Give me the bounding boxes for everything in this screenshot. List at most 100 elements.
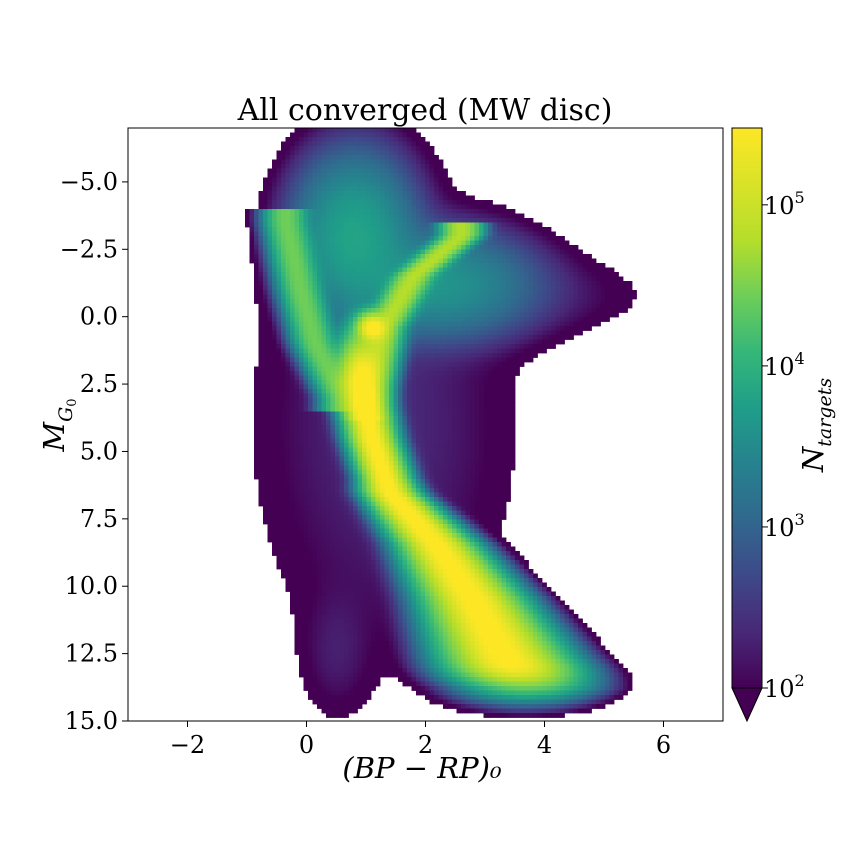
density-cell bbox=[456, 434, 462, 439]
density-cell bbox=[272, 168, 277, 174]
density-cell bbox=[362, 146, 367, 151]
density-cell bbox=[339, 384, 345, 390]
density-cell bbox=[483, 335, 489, 340]
density-cell bbox=[335, 177, 340, 183]
density-cell bbox=[375, 267, 381, 273]
density-cell bbox=[258, 353, 264, 358]
density-cell bbox=[447, 434, 453, 439]
density-cell bbox=[465, 209, 471, 214]
density-cell bbox=[375, 281, 381, 286]
density-cell bbox=[330, 411, 336, 417]
density-cell bbox=[258, 389, 264, 394]
density-cell bbox=[299, 465, 304, 471]
density-cell bbox=[555, 294, 561, 300]
density-cell bbox=[479, 492, 484, 498]
density-cell bbox=[438, 209, 444, 214]
density-cell bbox=[461, 380, 466, 385]
density-cell bbox=[465, 456, 471, 462]
density-cell bbox=[537, 308, 543, 313]
density-cell bbox=[335, 326, 340, 331]
density-cell bbox=[389, 177, 394, 183]
density-cell bbox=[542, 330, 547, 336]
density-cell bbox=[452, 474, 457, 480]
density-cell bbox=[420, 321, 426, 327]
density-cell bbox=[330, 182, 336, 187]
density-cell bbox=[294, 474, 300, 480]
density-cell bbox=[299, 308, 304, 313]
density-cell bbox=[312, 267, 318, 273]
density-cell bbox=[348, 240, 354, 246]
density-cell bbox=[299, 326, 304, 331]
density-cell bbox=[402, 339, 408, 345]
density-cell bbox=[452, 425, 457, 430]
density-cell bbox=[420, 353, 426, 358]
density-cell bbox=[429, 357, 435, 363]
density-cell bbox=[474, 389, 480, 394]
density-cell bbox=[402, 461, 408, 466]
density-cell bbox=[272, 254, 277, 259]
density-cell bbox=[456, 326, 462, 331]
density-cell bbox=[389, 209, 394, 214]
density-cell bbox=[321, 326, 327, 331]
density-cell bbox=[438, 443, 444, 448]
density-cell bbox=[506, 335, 511, 340]
density-cell bbox=[290, 380, 295, 385]
density-cell bbox=[330, 429, 336, 435]
density-cell bbox=[420, 375, 426, 381]
density-cell bbox=[393, 218, 399, 223]
density-cell bbox=[294, 155, 300, 160]
density-cell bbox=[380, 236, 385, 241]
density-cell bbox=[456, 411, 462, 417]
density-cell bbox=[465, 438, 471, 444]
density-cell bbox=[389, 411, 394, 417]
density-cell bbox=[443, 330, 448, 336]
density-cell bbox=[515, 213, 520, 219]
density-cell bbox=[357, 366, 363, 372]
density-cell bbox=[348, 393, 354, 399]
density-cell bbox=[519, 330, 525, 336]
density-cell bbox=[416, 344, 421, 349]
density-cell bbox=[335, 479, 340, 484]
density-cell bbox=[357, 335, 363, 340]
density-cell bbox=[506, 330, 511, 336]
density-cell bbox=[344, 402, 349, 408]
density-cell bbox=[537, 339, 543, 345]
density-cell bbox=[425, 380, 430, 385]
density-cell bbox=[330, 303, 336, 309]
density-cell bbox=[479, 456, 484, 462]
density-cell bbox=[425, 272, 430, 277]
density-cell bbox=[627, 299, 633, 304]
density-cell bbox=[330, 191, 336, 196]
density-cell bbox=[393, 353, 399, 358]
density-cell bbox=[357, 308, 363, 313]
density-cell bbox=[330, 483, 336, 489]
density-cell bbox=[299, 461, 304, 466]
density-cell bbox=[398, 474, 403, 480]
density-cell bbox=[425, 321, 430, 327]
density-cell bbox=[555, 285, 561, 291]
density-cell bbox=[375, 488, 381, 493]
density-cell bbox=[506, 267, 511, 273]
density-cell bbox=[330, 425, 336, 430]
density-cell bbox=[326, 339, 331, 345]
density-cell bbox=[249, 249, 255, 255]
density-cell bbox=[290, 344, 295, 349]
density-cell bbox=[578, 317, 583, 322]
density-cell bbox=[452, 420, 457, 426]
density-cell bbox=[326, 321, 331, 327]
density-cell bbox=[618, 299, 624, 304]
density-cell bbox=[420, 209, 426, 214]
density-cell bbox=[627, 294, 633, 300]
density-cell bbox=[285, 222, 291, 228]
density-cell bbox=[501, 272, 507, 277]
density-cell bbox=[357, 195, 363, 201]
density-cell bbox=[263, 407, 268, 412]
density-cell bbox=[443, 407, 448, 412]
density-cell bbox=[600, 290, 606, 295]
density-cell bbox=[402, 434, 408, 439]
density-cell bbox=[542, 254, 547, 259]
density-cell bbox=[344, 344, 349, 349]
density-cell bbox=[263, 258, 268, 264]
density-cell bbox=[452, 456, 457, 462]
density-cell bbox=[537, 281, 543, 286]
